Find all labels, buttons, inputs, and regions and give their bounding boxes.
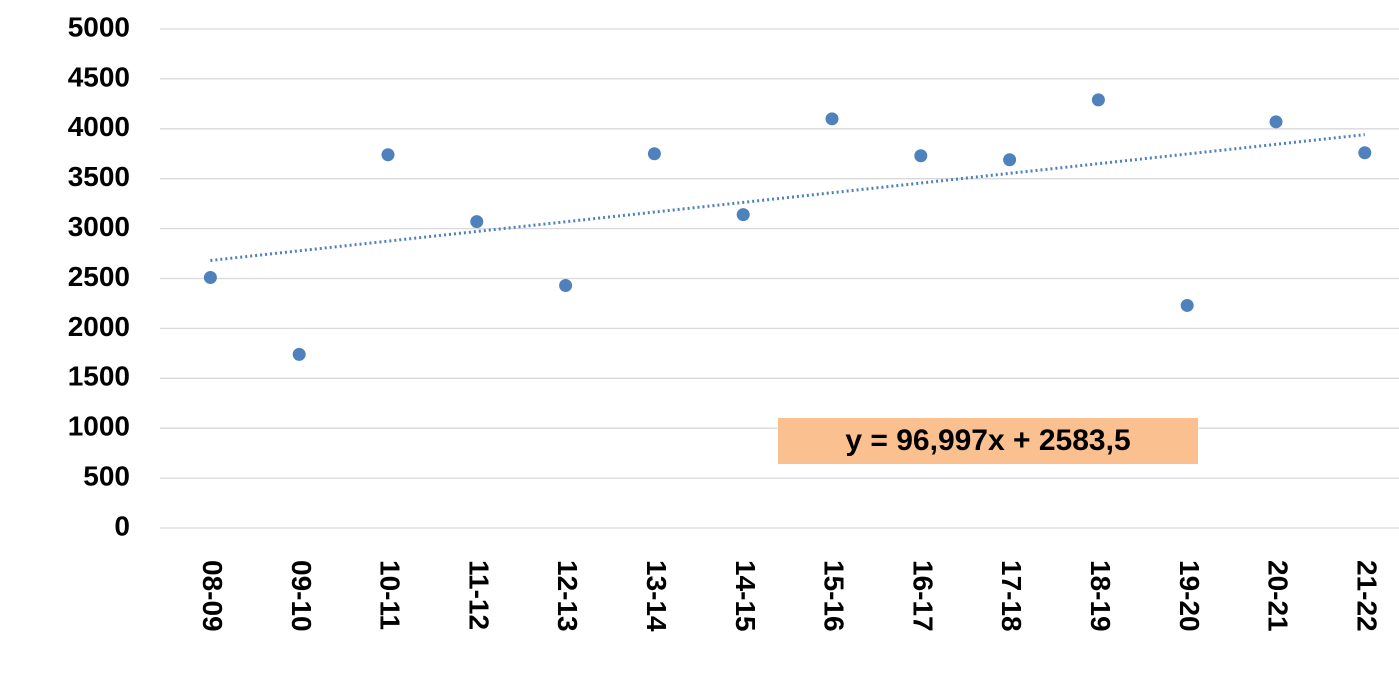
x-tick-label: 21-22 [1351, 560, 1382, 632]
point [1358, 146, 1372, 160]
point [736, 208, 750, 222]
point [647, 147, 661, 161]
y-tick-label: 3000 [68, 211, 130, 242]
point [1091, 93, 1105, 107]
equation-box [778, 418, 1198, 464]
point [1269, 115, 1283, 129]
point [1180, 298, 1194, 312]
x-tick-label: 19-20 [1174, 560, 1205, 632]
point [203, 271, 217, 285]
x-tick-label: 17-18 [996, 560, 1027, 632]
y-tick-label: 500 [83, 460, 130, 491]
point [1003, 153, 1017, 167]
x-tick-label: 09-10 [286, 560, 317, 632]
x-tick-label: 16-17 [907, 560, 938, 632]
point [381, 148, 395, 162]
y-tick-label: 4000 [68, 111, 130, 142]
y-tick-label: 5000 [68, 11, 130, 42]
equation-label: y = 96,997x + 2583,5 [845, 424, 1130, 457]
point [470, 215, 484, 229]
x-tick-label: 18-19 [1085, 560, 1116, 632]
y-tick-label: 1500 [68, 361, 130, 392]
point [914, 149, 928, 163]
point [292, 347, 306, 361]
point [559, 278, 573, 292]
y-tick-label: 1000 [68, 411, 130, 442]
y-tick-label: 2500 [68, 261, 130, 292]
x-tick-label: 20-21 [1263, 560, 1294, 632]
point [825, 112, 839, 126]
x-tick-label: 12-13 [552, 560, 583, 632]
y-tick-label: 3500 [68, 161, 130, 192]
y-tick-label: 0 [114, 510, 130, 541]
x-tick-label: 15-16 [819, 560, 850, 632]
x-tick-label: 14-15 [730, 560, 761, 632]
y-tick-label: 4500 [68, 61, 130, 92]
x-tick-label: 08-09 [197, 560, 228, 632]
x-tick-label: 10-11 [375, 560, 406, 630]
y-tick-label: 2000 [68, 311, 130, 342]
x-tick-label: 13-14 [641, 560, 672, 632]
trendline [210, 133, 1365, 262]
x-tick-label: 11-12 [463, 560, 494, 630]
